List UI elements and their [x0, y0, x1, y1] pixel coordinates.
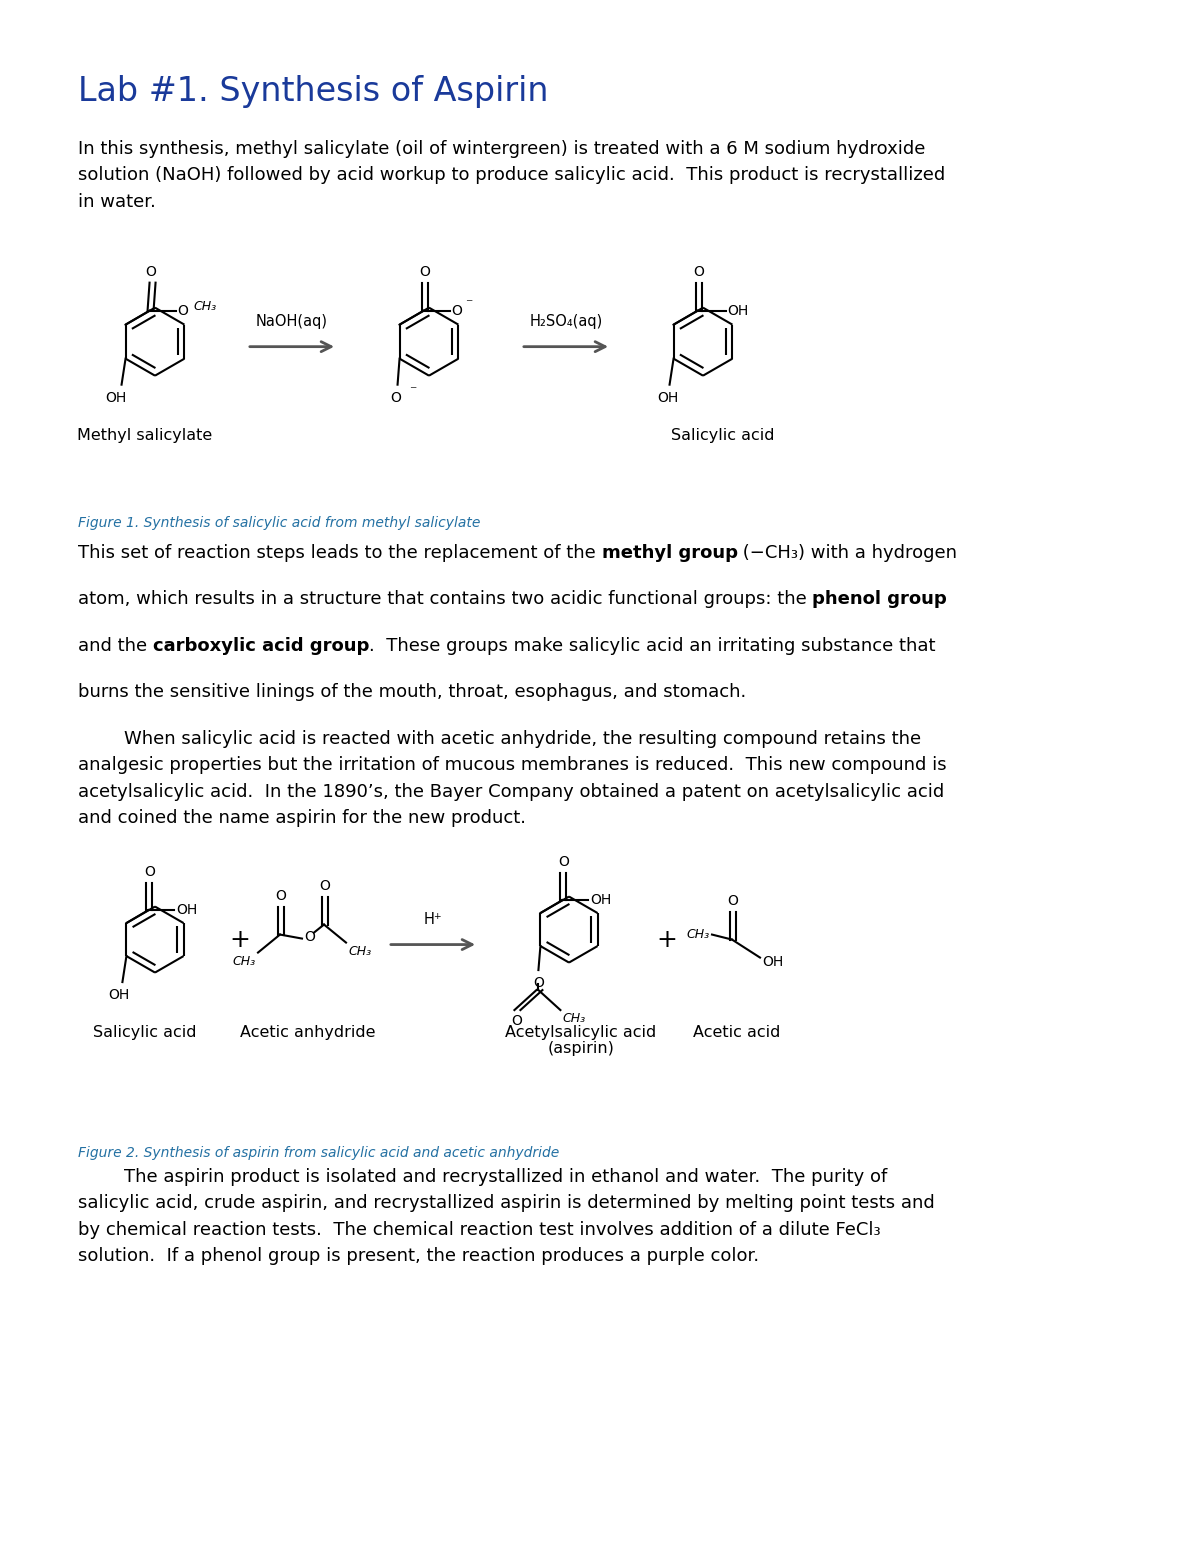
Text: O: O — [694, 264, 704, 278]
Text: phenol group: phenol group — [812, 590, 947, 609]
Text: CH₃: CH₃ — [233, 955, 256, 968]
Text: The aspirin product is isolated and recrystallized in ethanol and water.  The pu: The aspirin product is isolated and recr… — [78, 1168, 935, 1266]
Text: O: O — [178, 304, 188, 318]
Text: OH: OH — [104, 391, 126, 405]
Text: carboxylic acid group: carboxylic acid group — [152, 637, 370, 655]
Text: CH₃: CH₃ — [563, 1013, 586, 1025]
Text: CH₃: CH₃ — [348, 944, 371, 958]
Text: O: O — [511, 1014, 522, 1028]
Text: OH: OH — [108, 988, 130, 1002]
Text: ⁻: ⁻ — [466, 298, 473, 312]
Text: Acetylsalicylic acid: Acetylsalicylic acid — [505, 1025, 656, 1039]
Text: When salicylic acid is reacted with acetic anhydride, the resulting compound ret: When salicylic acid is reacted with acet… — [78, 730, 947, 828]
Text: Salicylic acid: Salicylic acid — [671, 427, 775, 443]
Text: O: O — [276, 888, 287, 902]
Text: O: O — [419, 264, 430, 278]
Text: OH: OH — [656, 391, 678, 405]
Text: In this synthesis, methyl salicylate (oil of wintergreen) is treated with a 6 M : In this synthesis, methyl salicylate (oi… — [78, 140, 946, 211]
Text: atom, which results in a structure that contains two acidic functional groups: t: atom, which results in a structure that … — [78, 590, 812, 609]
Text: O: O — [390, 391, 401, 405]
Text: OH: OH — [176, 902, 198, 918]
Text: O: O — [451, 304, 462, 318]
Text: (−CH₃) with a hydrogen: (−CH₃) with a hydrogen — [738, 544, 958, 562]
Text: O: O — [727, 893, 738, 907]
Text: methyl group: methyl group — [601, 544, 738, 562]
Text: This set of reaction steps leads to the replacement of the: This set of reaction steps leads to the … — [78, 544, 601, 562]
Text: and the: and the — [78, 637, 152, 655]
Text: OH: OH — [762, 955, 784, 969]
Text: H₂SO₄(aq): H₂SO₄(aq) — [529, 314, 602, 329]
Text: O: O — [144, 865, 155, 879]
Text: O: O — [558, 856, 569, 870]
Text: O: O — [319, 879, 330, 893]
Text: O: O — [304, 930, 314, 944]
Text: O: O — [145, 264, 156, 278]
Text: Figure 1. Synthesis of salicylic acid from methyl salicylate: Figure 1. Synthesis of salicylic acid fr… — [78, 516, 480, 530]
Text: .  These groups make salicylic acid an irritating substance that: . These groups make salicylic acid an ir… — [370, 637, 936, 655]
Text: NaOH(aq): NaOH(aq) — [256, 314, 328, 329]
Text: OH: OH — [590, 893, 612, 907]
Text: Acetic anhydride: Acetic anhydride — [240, 1025, 376, 1039]
Text: burns the sensitive linings of the mouth, throat, esophagus, and stomach.: burns the sensitive linings of the mouth… — [78, 683, 746, 702]
Text: +: + — [229, 927, 251, 952]
Text: Lab #1. Synthesis of Aspirin: Lab #1. Synthesis of Aspirin — [78, 75, 548, 107]
Text: CH₃: CH₃ — [686, 929, 710, 941]
Text: (aspirin): (aspirin) — [547, 1041, 614, 1056]
Text: CH₃: CH₃ — [193, 300, 217, 314]
Text: Figure 2. Synthesis of aspirin from salicylic acid and acetic anhydride: Figure 2. Synthesis of aspirin from sali… — [78, 1146, 559, 1160]
Text: +: + — [656, 927, 678, 952]
Text: H⁺: H⁺ — [424, 912, 443, 927]
Text: ⁻: ⁻ — [409, 385, 416, 399]
Text: Acetic acid: Acetic acid — [694, 1025, 781, 1039]
Text: O: O — [533, 977, 544, 991]
Text: Salicylic acid: Salicylic acid — [94, 1025, 197, 1039]
Text: Methyl salicylate: Methyl salicylate — [77, 427, 212, 443]
Text: OH: OH — [727, 304, 749, 318]
